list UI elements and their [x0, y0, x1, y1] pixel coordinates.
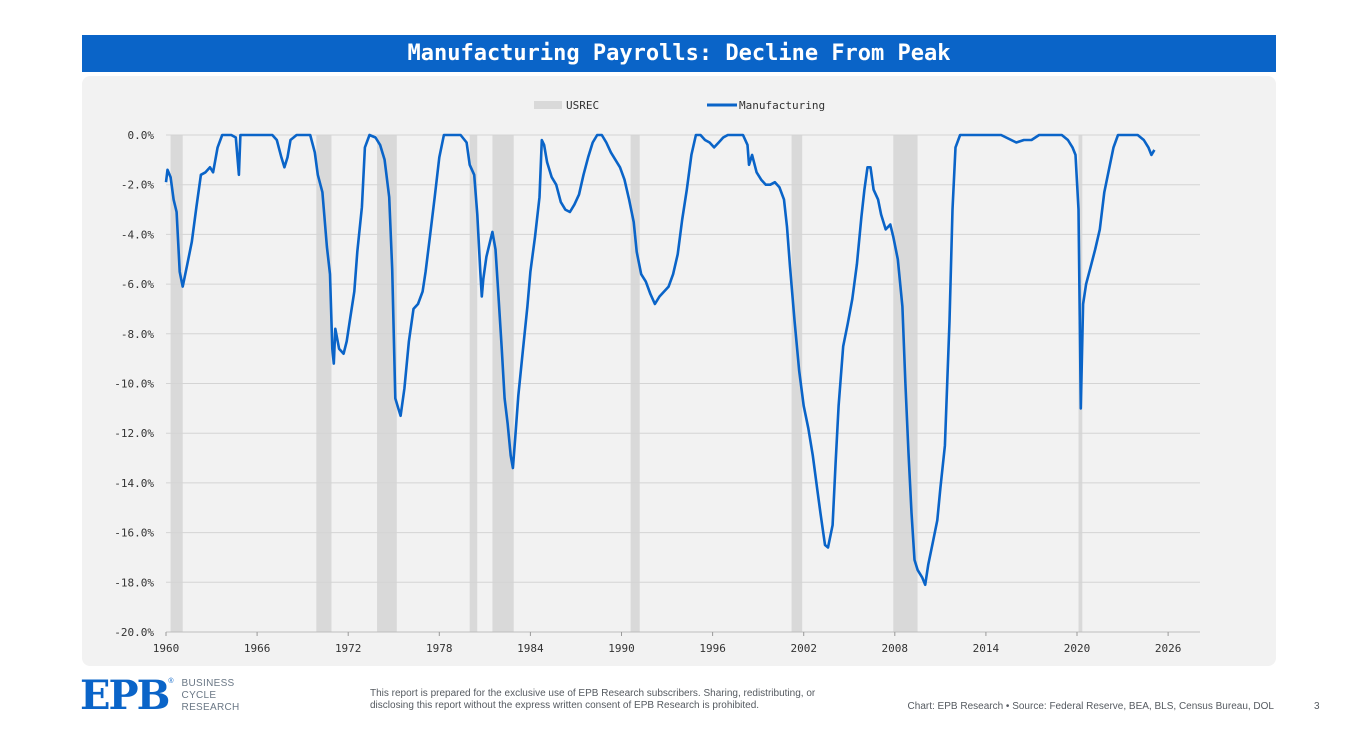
logo-subtitle-line: CYCLE	[181, 690, 217, 701]
x-tick-label: 2014	[973, 642, 1000, 655]
y-tick-label: -20.0%	[114, 626, 154, 639]
y-tick-label: -4.0%	[121, 228, 154, 241]
x-tick-label: 1996	[699, 642, 726, 655]
registered-mark-icon: ®	[168, 678, 174, 685]
disclaimer-text: This report is prepared for the exclusiv…	[370, 688, 816, 711]
legend-label-usrec: USREC	[566, 99, 599, 112]
y-tick-label: -18.0%	[114, 576, 154, 589]
line-chart: 0.0% -2.0% -4.0% -6.0% -8.0% -10.0% -12.0% -14.…	[114, 99, 1200, 655]
x-tick-label: 1978	[426, 642, 453, 655]
epb-logo: EPB ® BUSINESS CYCLE RESEARCH	[80, 674, 240, 718]
logo-mark: EPB	[80, 672, 170, 719]
x-tick-label: 1960	[153, 642, 180, 655]
chart-panel: 0.0% -2.0% -4.0% -6.0% -8.0% -10.0% -12.0% -14.…	[82, 76, 1276, 666]
y-tick-label: 0.0%	[128, 129, 155, 142]
y-tick-label: -16.0%	[114, 527, 154, 540]
chart-title: Manufacturing Payrolls: Decline From Pea…	[82, 35, 1276, 72]
x-tick-label: 1972	[335, 642, 362, 655]
y-tick-label: -2.0%	[121, 179, 154, 192]
x-tick-label: 1984	[517, 642, 544, 655]
legend-swatch-usrec	[534, 101, 562, 109]
logo-subtitle: BUSINESS CYCLE RESEARCH	[182, 678, 240, 714]
legend-label-manufacturing: Manufacturing	[739, 99, 825, 112]
x-tick-label: 2008	[882, 642, 909, 655]
y-tick-label: -10.0%	[114, 378, 154, 391]
logo-subtitle-line: BUSINESS	[181, 678, 235, 689]
page-number: 3	[1314, 701, 1320, 712]
manufacturing-series-line	[164, 133, 1156, 587]
x-tick-label: 1966	[244, 642, 271, 655]
y-tick-label: -6.0%	[121, 278, 154, 291]
source-text: Chart: EPB Research • Source: Federal Re…	[907, 701, 1274, 712]
y-tick-label: -8.0%	[121, 328, 154, 341]
x-tick-label: 2020	[1064, 642, 1091, 655]
x-tick-label: 2002	[790, 642, 817, 655]
y-tick-label: -12.0%	[114, 427, 154, 440]
logo-subtitle-line: RESEARCH	[181, 702, 240, 713]
x-tick-label: 1990	[608, 642, 635, 655]
y-tick-label: -14.0%	[114, 477, 154, 490]
x-tick-label: 2026	[1155, 642, 1182, 655]
